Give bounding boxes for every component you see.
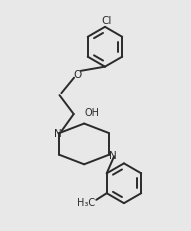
- Text: Cl: Cl: [102, 16, 112, 26]
- Text: OH: OH: [84, 108, 99, 118]
- Text: H₃C: H₃C: [77, 197, 95, 207]
- Text: N: N: [54, 128, 62, 138]
- Text: N: N: [109, 150, 117, 160]
- Text: O: O: [73, 70, 82, 80]
